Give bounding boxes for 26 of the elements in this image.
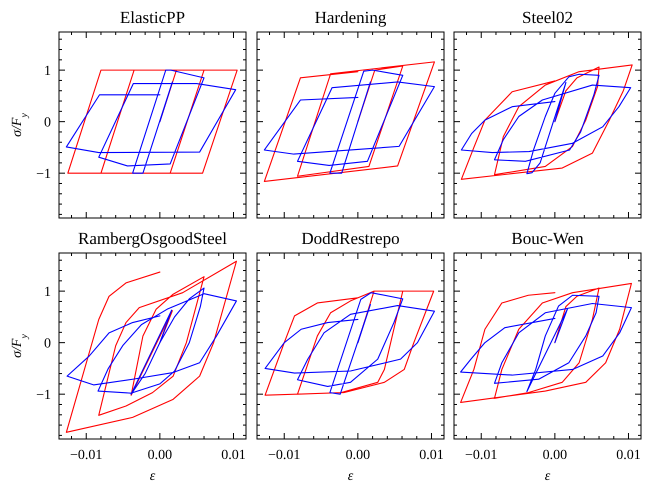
chart-title: Hardening	[314, 8, 387, 27]
y-tick-label: 1	[44, 285, 51, 300]
chart-title: ElasticPP	[120, 8, 186, 27]
x-axis-title: ε	[544, 469, 551, 484]
x-tick-label: 0.00	[346, 448, 370, 463]
line-series	[66, 287, 237, 395]
y-tick-label: 0	[44, 336, 51, 352]
y-tick-label: −1	[36, 388, 51, 404]
x-tick-label: 0.00	[148, 448, 172, 463]
y-tick-label: −1	[36, 167, 51, 182]
y-tick-label: 0	[44, 116, 51, 131]
x-tick-label: 0.01	[221, 448, 246, 463]
y-tick-label: 1	[44, 64, 51, 80]
chart-title: DoddRestrepo	[301, 229, 400, 248]
x-axis-title: ε	[348, 469, 354, 484]
x-tick-label: −0.01	[268, 448, 300, 463]
chart-title: Bouc-Wen	[511, 229, 584, 248]
x-tick-label: −0.01	[70, 448, 102, 463]
chart-title: RambergOsgoodSteel	[78, 229, 228, 248]
x-tick-label: 0.01	[419, 448, 444, 463]
chart-title: Steel02	[522, 8, 573, 27]
line-series	[66, 260, 237, 433]
x-tick-label: 0.00	[542, 448, 568, 463]
x-axis-title: ε	[150, 469, 156, 484]
x-tick-label: −0.01	[465, 448, 498, 463]
x-tick-label: 0.01	[616, 448, 641, 463]
